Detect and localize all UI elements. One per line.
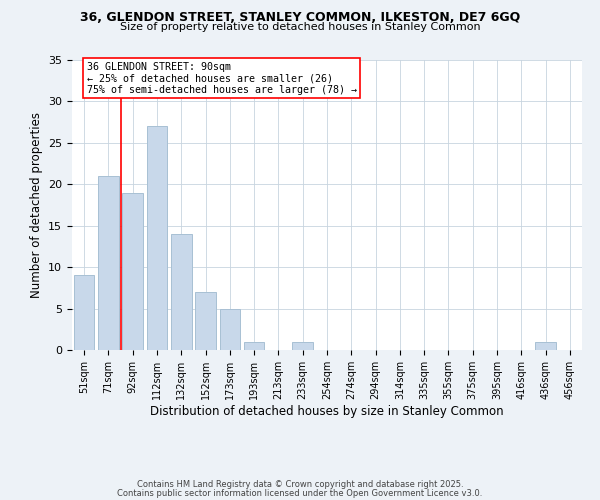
Y-axis label: Number of detached properties: Number of detached properties (29, 112, 43, 298)
Bar (292, 342, 313, 350)
Bar (74, 276, 94, 350)
Bar (122, 192, 143, 350)
X-axis label: Distribution of detached houses by size in Stanley Common: Distribution of detached houses by size … (150, 404, 504, 417)
Text: Size of property relative to detached houses in Stanley Common: Size of property relative to detached ho… (119, 22, 481, 32)
Bar (98, 176, 119, 350)
Bar (146, 126, 167, 350)
Text: Contains HM Land Registry data © Crown copyright and database right 2025.: Contains HM Land Registry data © Crown c… (137, 480, 463, 489)
Bar (244, 342, 265, 350)
Text: Contains public sector information licensed under the Open Government Licence v3: Contains public sector information licen… (118, 488, 482, 498)
Text: 36 GLENDON STREET: 90sqm
← 25% of detached houses are smaller (26)
75% of semi-d: 36 GLENDON STREET: 90sqm ← 25% of detach… (86, 62, 356, 95)
Bar (535, 342, 556, 350)
Text: 36, GLENDON STREET, STANLEY COMMON, ILKESTON, DE7 6GQ: 36, GLENDON STREET, STANLEY COMMON, ILKE… (80, 11, 520, 24)
Bar (171, 234, 191, 350)
Bar (220, 308, 240, 350)
Bar (195, 292, 216, 350)
